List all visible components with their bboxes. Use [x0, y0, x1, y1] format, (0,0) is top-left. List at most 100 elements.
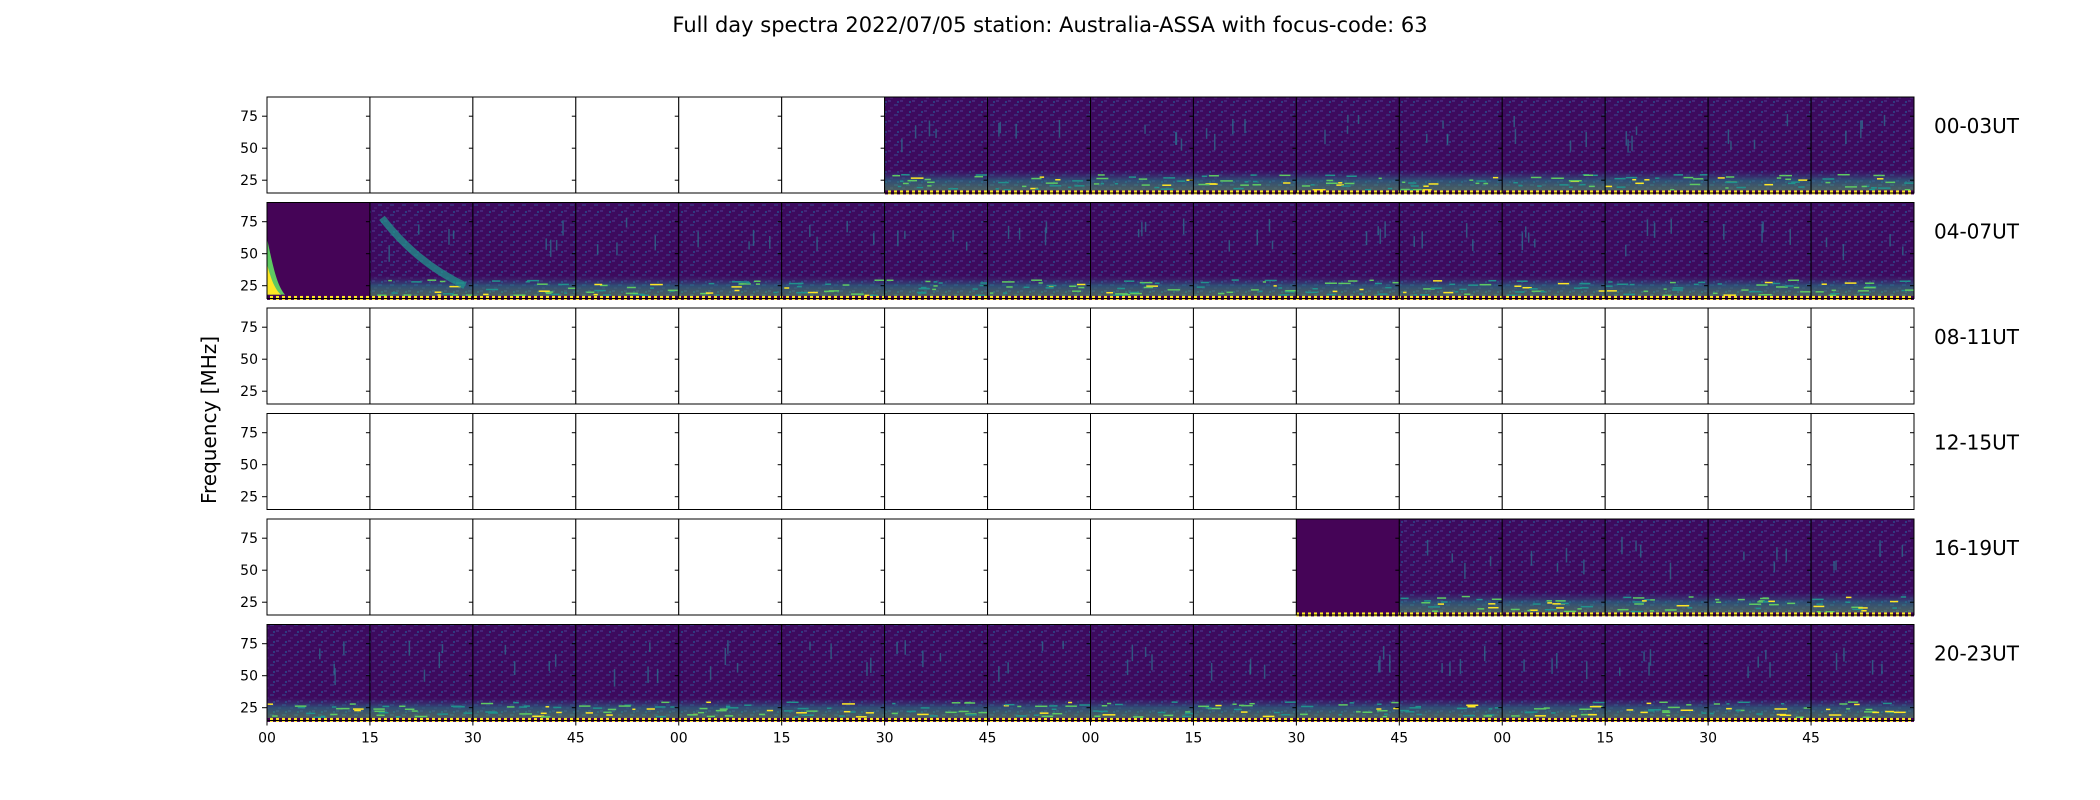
spectrum-streak [965, 241, 968, 251]
emission-speck [1886, 711, 1897, 714]
emission-speck [483, 293, 489, 296]
spectrum-streak [1889, 234, 1891, 247]
emission-speck [624, 704, 632, 706]
empty-panel [781, 413, 885, 510]
spectrum-panel [987, 202, 1091, 300]
emission-speck [731, 281, 742, 283]
spectrum-panel [1501, 624, 1606, 722]
emission-speck [1341, 185, 1351, 187]
spectrum-panel [1501, 96, 1606, 195]
spectrum-streak [1044, 227, 1047, 246]
emission-speck [1530, 176, 1542, 179]
empty-panel [1708, 413, 1812, 510]
emission-speck [488, 712, 498, 714]
emission-speck [1616, 283, 1629, 286]
emission-speck [1676, 604, 1690, 607]
empty-panel [678, 97, 782, 193]
emission-speck [306, 712, 316, 715]
emission-speck [1632, 597, 1645, 599]
calibration-row [781, 295, 885, 300]
emission-speck [1285, 289, 1298, 292]
emission-speck [1780, 703, 1785, 705]
emission-speck [697, 711, 705, 714]
empty-panel [884, 519, 988, 615]
emission-speck [1736, 186, 1746, 189]
emission-speck [519, 706, 528, 708]
emission-speck [1816, 603, 1823, 605]
emission-speck [1374, 282, 1382, 285]
emission-speck [1663, 288, 1667, 290]
empty-panel [1502, 308, 1606, 404]
emission-speck [427, 279, 437, 281]
emission-speck [1467, 705, 1476, 708]
calibration-row [1811, 612, 1914, 617]
emission-speck [1033, 714, 1039, 716]
emission-speck [513, 294, 526, 296]
spectrum-streak [1347, 114, 1349, 123]
spectrum-streak [1180, 138, 1183, 151]
y-tick-label: 50 [240, 352, 258, 368]
spectrum-streak [1442, 120, 1444, 129]
empty-panel [1090, 413, 1194, 510]
x-tick-label: 00 [258, 731, 276, 747]
emission-speck [607, 708, 617, 711]
calibration-row [1605, 295, 1709, 300]
emission-band [987, 275, 1091, 296]
spectrum-panel [1707, 202, 1812, 300]
emission-speck [1344, 182, 1355, 185]
emission-speck [1355, 711, 1361, 713]
calibration-row [884, 190, 988, 195]
spectrum-panel [1604, 518, 1709, 617]
spectrum-panel [987, 413, 1091, 510]
spectrum-streak [1228, 240, 1231, 252]
emission-speck [1649, 610, 1655, 612]
spectrum-streak [1346, 125, 1349, 134]
emission-speck [1459, 288, 1467, 291]
emission-speck [1659, 701, 1668, 704]
emission-speck [1107, 702, 1112, 705]
emission-speck [699, 707, 708, 710]
emission-speck [1241, 704, 1253, 707]
emission-speck [1421, 602, 1431, 604]
emission-speck [443, 293, 454, 295]
emission-speck [414, 715, 428, 718]
emission-speck [731, 286, 742, 288]
spectrum-streak [1007, 225, 1010, 240]
spectrum-streak [1621, 536, 1623, 555]
x-tick-label: 15 [1185, 731, 1203, 747]
spectrum-streak [1835, 652, 1838, 671]
emission-speck [1878, 187, 1891, 189]
calibration-row [369, 295, 473, 300]
emission-speck [1284, 701, 1297, 703]
emission-speck [1845, 186, 1858, 188]
emission-speck [1068, 701, 1073, 704]
emission-speck [1631, 610, 1644, 613]
emission-speck [553, 706, 562, 709]
emission-speck [933, 285, 938, 287]
emission-speck [1533, 708, 1547, 710]
emission-speck [1240, 711, 1248, 713]
emission-speck [1006, 286, 1013, 288]
spectrum-panel [1810, 307, 1915, 405]
emission-speck [1232, 703, 1237, 705]
empty-panel [472, 97, 576, 193]
row-time-label: 16-19UT [1934, 536, 2020, 560]
emission-speck [1779, 714, 1792, 716]
calibration-row [1399, 190, 1503, 195]
emission-speck [1094, 715, 1101, 717]
spectrum-panel [884, 624, 989, 722]
emission-speck [1573, 287, 1583, 289]
panel-frame [1810, 413, 1915, 510]
emission-speck [1775, 286, 1788, 288]
y-tick-label: 50 [240, 458, 258, 474]
spectrum-streak [1789, 228, 1792, 245]
emission-speck [1605, 285, 1613, 287]
calibration-row [575, 717, 679, 722]
spectrum-streak [1483, 646, 1486, 662]
calibration-row [1090, 295, 1194, 300]
emission-speck [1412, 188, 1422, 191]
spectrum-panel [781, 413, 886, 510]
emission-speck [1513, 181, 1518, 184]
emission-speck [434, 291, 442, 293]
spectrum-panel [781, 624, 886, 722]
